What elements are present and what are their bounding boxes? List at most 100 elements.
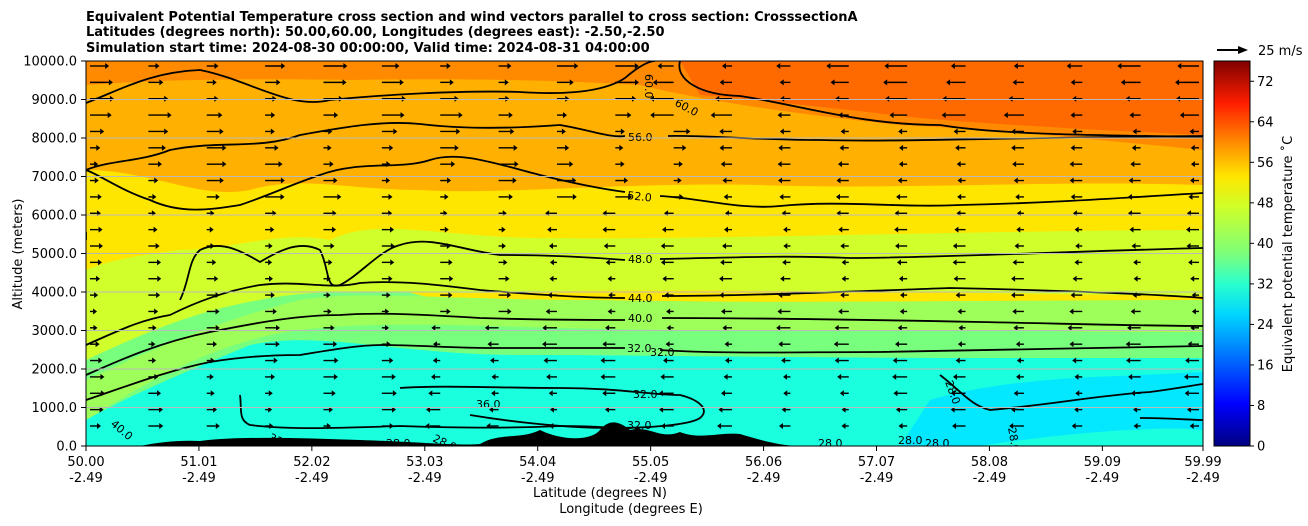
contour-label-7: 40.0 <box>628 312 653 325</box>
wind-arrow <box>549 423 557 429</box>
wind-arrow <box>148 226 158 233</box>
wind-arrow <box>206 161 227 168</box>
wind-arrow <box>440 161 456 168</box>
wind-arrow <box>607 275 616 282</box>
wind-arrow <box>841 406 849 413</box>
wind-arrow <box>498 177 517 184</box>
wind-arrow <box>723 373 733 380</box>
wind-arrow <box>1011 275 1024 282</box>
wind-arrow <box>265 259 273 266</box>
wind-arrow <box>780 95 791 102</box>
wind-arrow <box>952 423 966 429</box>
wind-arrow <box>896 259 908 266</box>
wind-arrow <box>1074 406 1083 413</box>
wind-arrow <box>1130 308 1141 315</box>
wind-arrow <box>381 177 391 184</box>
contour-label-16: 28.0 <box>818 437 843 450</box>
y-tick-label: 8000.0 <box>32 132 78 147</box>
wind-arrow <box>556 161 574 168</box>
wind-arrow <box>148 373 159 380</box>
wind-arrow <box>90 79 113 86</box>
wind-arrow <box>954 226 966 233</box>
wind-arrow <box>838 112 849 119</box>
wind-arrow <box>665 341 674 348</box>
wind-arrow <box>834 324 849 331</box>
wind-arrow <box>381 275 393 282</box>
band-yellow-green <box>86 228 1203 360</box>
wind-arrow <box>892 357 908 364</box>
wind-arrow <box>148 423 164 429</box>
wind-arrow <box>1128 177 1141 184</box>
wind-arrow <box>498 63 512 69</box>
x-tick-lon-label: -2.49 <box>69 471 103 486</box>
wind-arrow <box>440 177 452 184</box>
wind-arrow <box>486 423 499 429</box>
wind-arrow <box>549 406 557 413</box>
wind-arrow <box>778 177 791 184</box>
wind-arrow <box>556 63 579 69</box>
wind-arrow <box>1189 128 1199 135</box>
wind-arrow <box>896 193 908 200</box>
wind-arrow <box>381 63 400 69</box>
y-axis-label: Altitude (meters) <box>11 199 26 310</box>
x-tick-lat-label: 55.05 <box>632 455 669 470</box>
wind-arrow <box>148 357 157 364</box>
wind-arrow <box>1185 357 1199 364</box>
colorbar-tick-label: 72 <box>1257 75 1274 90</box>
wind-arrow <box>721 63 733 69</box>
wind-arrow <box>1186 243 1199 249</box>
wind-arrow <box>498 308 512 315</box>
wind-arrow <box>90 259 102 266</box>
wind-arrow <box>1117 63 1141 69</box>
wind-arrow <box>664 292 674 299</box>
wind-arrow <box>1074 373 1083 380</box>
wind-arrow <box>556 79 574 86</box>
x-tick-lon-label: -2.49 <box>295 471 329 486</box>
wind-arrow <box>898 423 908 429</box>
wind-arrow <box>897 324 908 331</box>
wind-arrow <box>381 357 394 364</box>
wind-arrow <box>432 357 441 364</box>
wind-arrow <box>720 161 733 168</box>
contour-label-8: 32.0 <box>627 342 652 355</box>
wind-arrow <box>673 128 691 135</box>
colorbar-tick-label: 40 <box>1257 237 1274 252</box>
contour-lines <box>86 61 1203 430</box>
wind-arrow <box>1125 95 1141 102</box>
wind-arrow <box>1133 275 1141 282</box>
wind-arrow <box>440 128 461 135</box>
wind-arrow <box>898 275 908 282</box>
wind-arrow <box>1191 308 1199 315</box>
wind-arrow <box>840 243 849 249</box>
y-gridlines <box>86 99 1203 408</box>
wind-arrow <box>148 292 161 299</box>
wind-arrow <box>265 161 283 168</box>
wind-arrow <box>542 324 557 331</box>
wind-arrow <box>90 308 98 315</box>
title-line-1: Equivalent Potential Temperature cross s… <box>86 10 858 25</box>
wind-arrow <box>1016 373 1024 380</box>
wind-arrow <box>426 406 441 413</box>
wind-arrow <box>206 406 218 413</box>
contour-label-6: 44.0 <box>628 292 653 305</box>
wind-arrow <box>662 226 674 233</box>
wind-arrow <box>440 63 451 69</box>
wind-arrow <box>148 79 164 86</box>
wind-arrow <box>899 308 908 315</box>
wind-arrow <box>715 95 733 102</box>
wind-arrow <box>265 324 280 331</box>
x-axis-label-2: Longitude (degrees E) <box>559 502 703 517</box>
wind-arrow <box>206 423 220 429</box>
wind-arrow <box>1132 128 1141 135</box>
wind-arrow <box>90 128 105 135</box>
wind-arrow <box>782 259 791 266</box>
wind-arrow <box>265 275 274 282</box>
wind-arrow <box>722 177 733 184</box>
wind-arrow <box>781 357 791 364</box>
wind-arrow <box>1072 357 1083 364</box>
wind-arrow <box>1186 406 1199 413</box>
wind-arrow <box>1070 193 1083 200</box>
wind-arrow <box>440 95 459 102</box>
wind-arrow <box>657 63 674 69</box>
wind-arrow <box>894 226 908 233</box>
